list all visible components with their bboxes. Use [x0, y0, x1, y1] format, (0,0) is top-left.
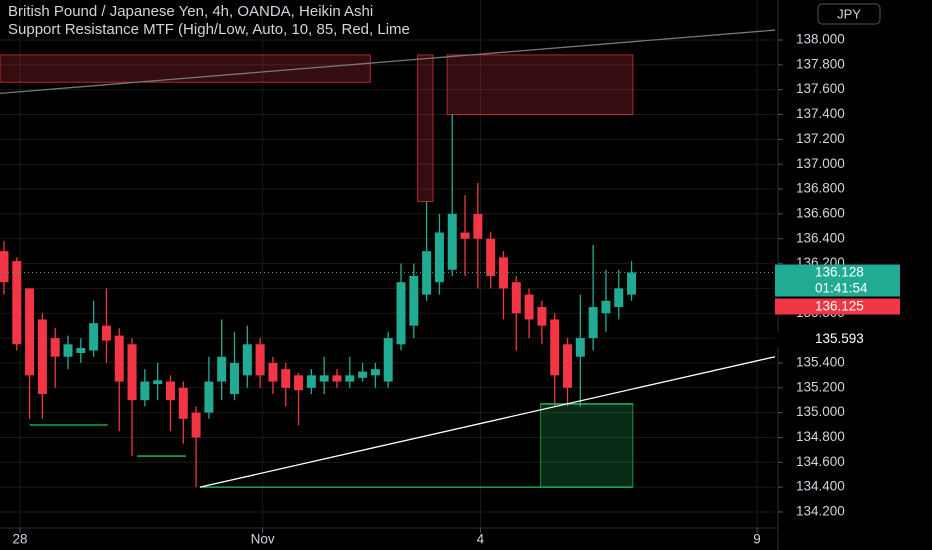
candle-body	[409, 275, 419, 326]
x-tick-label: Nov	[251, 532, 275, 547]
candle-body	[76, 348, 86, 353]
currency-label[interactable]: JPY	[837, 6, 861, 21]
plot-area	[0, 0, 776, 528]
y-tick-label: 134.200	[796, 504, 845, 519]
candle-body	[422, 251, 432, 295]
drawn-line	[199, 356, 776, 488]
y-tick-label: 134.600	[796, 454, 845, 469]
candle-body	[498, 257, 508, 289]
y-tick-label: 136.600	[796, 205, 845, 220]
price-label: 136.125	[815, 299, 864, 314]
candle-body	[268, 362, 278, 382]
candle-body	[332, 375, 342, 382]
price-label: 135.593	[815, 331, 864, 346]
candle-body	[217, 356, 227, 382]
countdown-label: 01:41:54	[815, 281, 868, 296]
candle-body	[37, 319, 47, 394]
candle-body	[473, 213, 483, 239]
candle-body	[358, 371, 368, 378]
zone	[540, 403, 634, 488]
candle-body	[319, 375, 329, 382]
candle-body	[563, 344, 573, 388]
y-tick-label: 136.400	[796, 230, 845, 245]
candle-body	[627, 272, 637, 295]
y-tick-label: 137.600	[796, 81, 845, 96]
candle-body	[511, 282, 521, 314]
candle-body	[25, 288, 35, 376]
candle-body	[89, 323, 99, 351]
candle-body	[396, 282, 406, 345]
x-tick-label: 4	[477, 532, 485, 547]
y-tick-label: 136.800	[796, 181, 845, 196]
candle-body	[204, 381, 214, 413]
x-tick-label: 9	[753, 532, 761, 547]
candle-body	[242, 344, 252, 376]
candle-body	[12, 261, 22, 345]
price-label-box	[775, 330, 900, 347]
y-tick-label: 137.800	[796, 56, 845, 71]
y-tick-label: 134.400	[796, 479, 845, 494]
countdown-box	[775, 280, 900, 297]
candle-body	[281, 369, 291, 388]
candle-body	[0, 251, 9, 283]
y-tick-label: 138.000	[796, 32, 845, 47]
candle-body	[140, 381, 150, 401]
candle-body	[63, 344, 73, 357]
x-tick-label: 28	[12, 532, 27, 547]
axes: 134.200 134.400 134.600 134.800 135.000 135.2…	[12, 32, 900, 547]
candle-body	[537, 307, 547, 326]
candle-body	[230, 362, 240, 394]
candle-body	[294, 375, 304, 391]
candle-body	[101, 325, 111, 341]
candle-body	[383, 338, 393, 382]
candle-body	[345, 375, 355, 382]
y-tick-label: 135.000	[796, 404, 845, 419]
y-tick-label: 134.800	[796, 429, 845, 444]
candle-body	[114, 335, 124, 382]
candle-body	[191, 412, 201, 438]
candle-body	[588, 307, 598, 339]
price-label: 136.128	[815, 265, 864, 280]
candle-body	[601, 300, 611, 314]
zone	[417, 54, 434, 202]
candle-body	[486, 238, 496, 276]
candle-body	[165, 381, 175, 401]
candle-body	[447, 213, 457, 270]
currency-badge[interactable]	[817, 3, 881, 25]
candle-body	[614, 288, 624, 308]
y-tick-label: 135.400	[796, 354, 845, 369]
candle-body	[127, 344, 137, 401]
drawn-line	[0, 29, 776, 95]
candle-body	[524, 294, 534, 320]
candle-body	[50, 338, 60, 357]
price-label-box	[775, 298, 900, 315]
y-tick-label: 137.400	[796, 106, 845, 121]
chart-title: British Pound / Japanese Yen, 4h, OANDA,…	[8, 3, 373, 20]
zone	[446, 54, 634, 116]
y-tick-label: 137.000	[796, 156, 845, 171]
y-tick-label: 135.200	[796, 379, 845, 394]
candle-body	[460, 232, 470, 239]
price-label-box	[775, 264, 900, 281]
candle-body	[575, 338, 585, 357]
candle-body	[550, 319, 560, 376]
candle-body	[370, 369, 380, 376]
candle-body	[153, 380, 163, 385]
candle-body	[178, 387, 188, 419]
candle-body	[306, 375, 316, 388]
candle-body	[255, 344, 265, 376]
indicator-subtitle: Support Resistance MTF (High/Low, Auto, …	[8, 21, 410, 38]
candle-body	[434, 232, 444, 283]
y-tick-label: 137.200	[796, 131, 845, 146]
